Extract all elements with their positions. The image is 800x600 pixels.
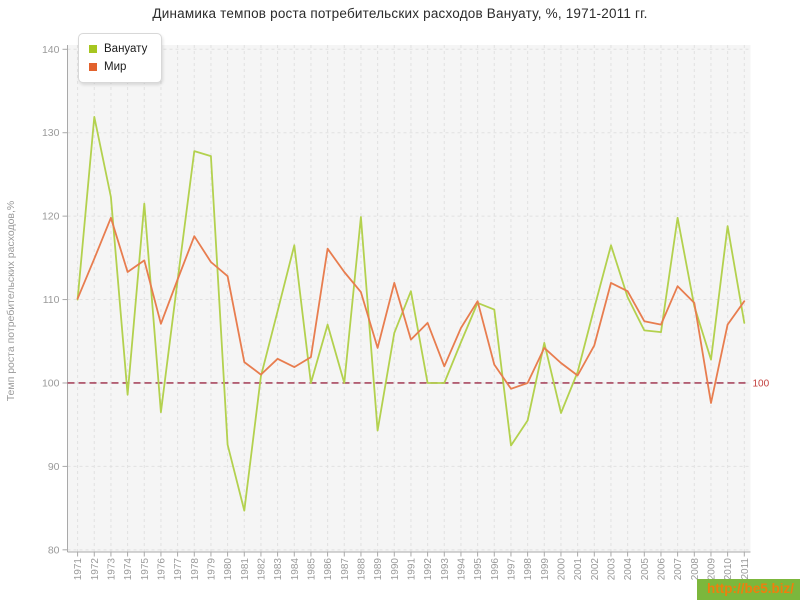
svg-text:1997: 1997 — [506, 558, 517, 581]
svg-text:1978: 1978 — [190, 558, 201, 581]
legend-label: Мир — [104, 61, 127, 73]
legend-item-vanuatu[interactable]: Вануату — [89, 40, 147, 58]
y-axis-title: Темп роста потребительских расходов,% — [5, 200, 17, 402]
series-line-vanuatu — [76, 116, 746, 512]
svg-text:1977: 1977 — [173, 558, 184, 581]
legend-box: Вануату Мир — [78, 33, 163, 83]
svg-text:130: 130 — [42, 127, 60, 139]
svg-text:1999: 1999 — [540, 558, 551, 581]
series-line-world — [76, 216, 746, 404]
watermark-link[interactable]: http://be5.biz/ — [707, 581, 794, 596]
watermark-badge[interactable]: http://be5.biz/ — [697, 579, 800, 600]
svg-text:1994: 1994 — [456, 558, 467, 581]
svg-text:2005: 2005 — [640, 558, 651, 581]
svg-text:2002: 2002 — [590, 558, 601, 581]
svg-text:1971: 1971 — [73, 558, 84, 581]
svg-text:2001: 2001 — [573, 558, 584, 581]
svg-text:1989: 1989 — [373, 558, 384, 581]
svg-text:100: 100 — [42, 377, 60, 389]
svg-text:1983: 1983 — [273, 558, 284, 581]
svg-text:1982: 1982 — [256, 558, 267, 581]
chart-title: Динамика темпов роста потребительских ра… — [152, 6, 648, 21]
svg-text:2006: 2006 — [656, 558, 667, 581]
svg-text:1984: 1984 — [290, 558, 301, 581]
series-marker-icon — [89, 63, 97, 71]
svg-text:2011: 2011 — [740, 558, 751, 580]
svg-text:1972: 1972 — [90, 558, 101, 581]
plot-background — [67, 45, 751, 552]
svg-text:110: 110 — [43, 294, 60, 306]
svg-text:1985: 1985 — [306, 558, 317, 581]
y-tick-labels: 80 90 100 110 120 130 140 — [42, 44, 60, 557]
svg-text:1995: 1995 — [473, 558, 484, 581]
axes — [62, 45, 751, 557]
reference-line-label: 100 — [753, 378, 770, 389]
svg-text:1992: 1992 — [423, 558, 434, 581]
x-tick-labels: 1971 1972 1973 1974 1975 1976 1977 1978 1979 1980… — [73, 558, 751, 581]
svg-text:1998: 1998 — [523, 558, 534, 581]
svg-text:1988: 1988 — [356, 558, 367, 581]
svg-text:1981: 1981 — [240, 558, 251, 581]
svg-text:90: 90 — [48, 461, 60, 473]
svg-text:2009: 2009 — [706, 558, 717, 581]
svg-text:1979: 1979 — [206, 558, 217, 581]
svg-text:1980: 1980 — [223, 558, 234, 581]
svg-text:1974: 1974 — [123, 558, 134, 581]
svg-text:2000: 2000 — [556, 558, 567, 581]
legend-label: Вануату — [104, 43, 148, 55]
svg-text:2008: 2008 — [690, 558, 701, 581]
series-marker-icon — [89, 45, 97, 53]
svg-text:1986: 1986 — [323, 558, 334, 581]
svg-text:1990: 1990 — [390, 558, 401, 581]
svg-text:2003: 2003 — [606, 558, 617, 581]
svg-text:80: 80 — [48, 544, 60, 556]
svg-text:2010: 2010 — [723, 558, 734, 581]
svg-text:120: 120 — [42, 211, 60, 223]
svg-text:1975: 1975 — [140, 558, 151, 581]
svg-text:1991: 1991 — [406, 558, 417, 581]
svg-text:1993: 1993 — [440, 558, 451, 581]
svg-text:1987: 1987 — [340, 558, 351, 581]
svg-text:2007: 2007 — [673, 558, 684, 581]
svg-text:1996: 1996 — [490, 558, 501, 581]
svg-text:1973: 1973 — [106, 558, 117, 581]
legend-item-world[interactable]: Мир — [89, 58, 147, 76]
svg-text:2004: 2004 — [623, 558, 634, 581]
svg-text:140: 140 — [42, 44, 60, 56]
svg-text:1976: 1976 — [156, 558, 167, 581]
